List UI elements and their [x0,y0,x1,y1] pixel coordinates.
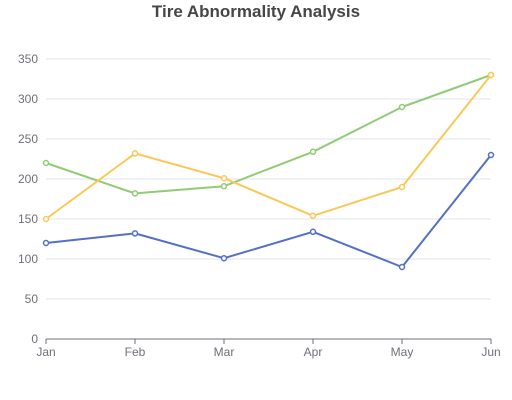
data-point [309,228,317,236]
data-point [398,103,406,111]
data-point [220,182,228,190]
series-line [45,154,492,268]
y-tick-label: 0 [31,332,38,346]
chart-title: Tire Abnormality Analysis [151,2,361,21]
data-point [42,215,50,223]
x-tick-label: Apr [304,345,323,359]
x-tick-label: Jan [36,345,55,359]
y-tick-label: 350 [18,52,38,66]
y-tick-label: 100 [18,252,38,266]
series-line [45,74,492,195]
data-point [131,230,139,237]
data-point [398,183,406,191]
data-point [487,71,495,79]
data-point [220,174,228,182]
data-point [309,148,317,156]
x-tick-label: Feb [125,345,146,359]
data-point [42,239,50,247]
data-point [309,212,317,220]
data-point [220,254,228,262]
y-tick-label: 250 [18,132,38,146]
y-tick-label: 50 [25,292,39,306]
data-point [131,150,139,157]
x-tick-label: May [391,345,414,359]
x-tick-label: Jun [481,345,500,359]
x-tick-label: Mar [214,345,235,359]
y-tick-label: 150 [18,212,38,226]
y-tick-label: 300 [18,92,38,106]
y-tick-label: 200 [18,172,38,186]
data-point [131,190,139,197]
data-point [42,159,50,167]
data-point [398,263,406,271]
series-line [45,74,492,220]
data-point [487,151,495,159]
